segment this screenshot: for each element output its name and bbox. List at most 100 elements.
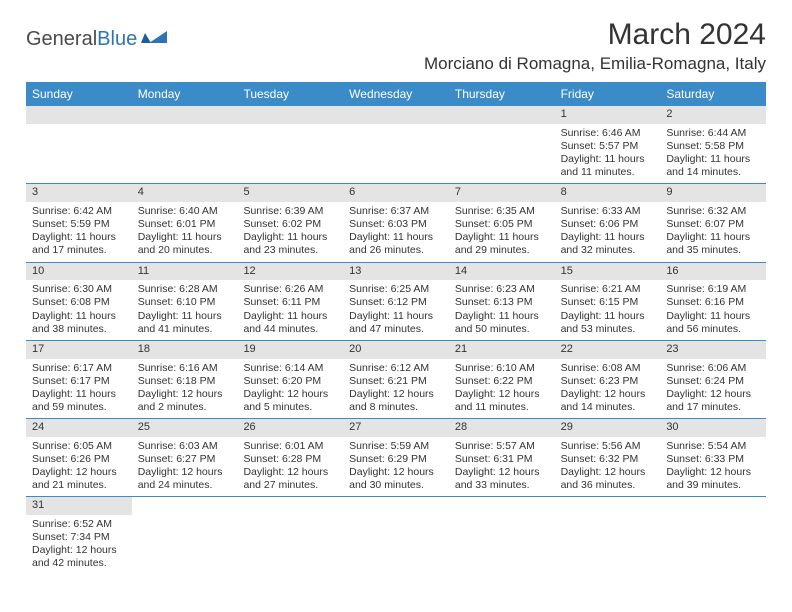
sunrise-text: Sunrise: 5:57 AM bbox=[455, 440, 549, 453]
calendar-week: 24Sunrise: 6:05 AMSunset: 6:26 PMDayligh… bbox=[26, 419, 766, 497]
day-details: Sunrise: 6:21 AMSunset: 6:15 PMDaylight:… bbox=[555, 280, 661, 340]
day-number: 15 bbox=[555, 263, 661, 281]
day-number: 9 bbox=[660, 184, 766, 202]
day-number: 6 bbox=[343, 184, 449, 202]
day-number bbox=[449, 497, 555, 515]
day-details: Sunrise: 6:05 AMSunset: 6:26 PMDaylight:… bbox=[26, 437, 132, 497]
day-number: 25 bbox=[132, 419, 238, 437]
day-details: Sunrise: 6:23 AMSunset: 6:13 PMDaylight:… bbox=[449, 280, 555, 340]
calendar-cell: 29Sunrise: 5:56 AMSunset: 6:32 PMDayligh… bbox=[555, 419, 661, 496]
calendar-cell: 30Sunrise: 5:54 AMSunset: 6:33 PMDayligh… bbox=[660, 419, 766, 496]
daylight2-text: and 11 minutes. bbox=[455, 401, 549, 414]
day-number: 11 bbox=[132, 263, 238, 281]
calendar-cell-empty bbox=[343, 497, 449, 574]
sunrise-text: Sunrise: 6:37 AM bbox=[349, 205, 443, 218]
daylight1-text: Daylight: 11 hours bbox=[32, 388, 126, 401]
daylight1-text: Daylight: 11 hours bbox=[561, 153, 655, 166]
sunrise-text: Sunrise: 6:23 AM bbox=[455, 283, 549, 296]
daylight1-text: Daylight: 11 hours bbox=[138, 310, 232, 323]
calendar-cell: 13Sunrise: 6:25 AMSunset: 6:12 PMDayligh… bbox=[343, 263, 449, 340]
day-header: Saturday bbox=[660, 82, 766, 106]
day-number: 5 bbox=[237, 184, 343, 202]
day-details: Sunrise: 6:44 AMSunset: 5:58 PMDaylight:… bbox=[660, 124, 766, 184]
daylight1-text: Daylight: 12 hours bbox=[455, 388, 549, 401]
daylight1-text: Daylight: 12 hours bbox=[138, 388, 232, 401]
sunrise-text: Sunrise: 6:32 AM bbox=[666, 205, 760, 218]
daylight2-text: and 27 minutes. bbox=[243, 479, 337, 492]
sunrise-text: Sunrise: 5:59 AM bbox=[349, 440, 443, 453]
calendar-cell-empty bbox=[660, 497, 766, 574]
logo-text-2: Blue bbox=[97, 28, 137, 51]
daylight2-text: and 5 minutes. bbox=[243, 401, 337, 414]
sunrise-text: Sunrise: 6:19 AM bbox=[666, 283, 760, 296]
daylight2-text: and 56 minutes. bbox=[666, 323, 760, 336]
daylight1-text: Daylight: 12 hours bbox=[561, 466, 655, 479]
sunrise-text: Sunrise: 6:26 AM bbox=[243, 283, 337, 296]
calendar-cell: 9Sunrise: 6:32 AMSunset: 6:07 PMDaylight… bbox=[660, 184, 766, 261]
calendar-cell: 31Sunrise: 6:52 AMSunset: 7:34 PMDayligh… bbox=[26, 497, 132, 574]
day-number: 19 bbox=[237, 341, 343, 359]
sunrise-text: Sunrise: 6:25 AM bbox=[349, 283, 443, 296]
sunset-text: Sunset: 6:22 PM bbox=[455, 375, 549, 388]
calendar-cell: 14Sunrise: 6:23 AMSunset: 6:13 PMDayligh… bbox=[449, 263, 555, 340]
daylight2-text: and 30 minutes. bbox=[349, 479, 443, 492]
day-number: 29 bbox=[555, 419, 661, 437]
sunset-text: Sunset: 6:06 PM bbox=[561, 218, 655, 231]
daylight1-text: Daylight: 11 hours bbox=[666, 153, 760, 166]
day-number bbox=[555, 497, 661, 515]
daylight2-text: and 2 minutes. bbox=[138, 401, 232, 414]
day-number: 2 bbox=[660, 106, 766, 124]
sunrise-text: Sunrise: 6:17 AM bbox=[32, 362, 126, 375]
daylight1-text: Daylight: 11 hours bbox=[349, 231, 443, 244]
daylight1-text: Daylight: 12 hours bbox=[138, 466, 232, 479]
sunset-text: Sunset: 6:15 PM bbox=[561, 296, 655, 309]
calendar-cell-empty bbox=[26, 106, 132, 183]
sunset-text: Sunset: 6:20 PM bbox=[243, 375, 337, 388]
day-details: Sunrise: 6:46 AMSunset: 5:57 PMDaylight:… bbox=[555, 124, 661, 184]
sunset-text: Sunset: 6:02 PM bbox=[243, 218, 337, 231]
daylight2-text: and 26 minutes. bbox=[349, 244, 443, 257]
calendar-cell: 21Sunrise: 6:10 AMSunset: 6:22 PMDayligh… bbox=[449, 341, 555, 418]
daylight2-text: and 41 minutes. bbox=[138, 323, 232, 336]
daylight1-text: Daylight: 11 hours bbox=[666, 231, 760, 244]
calendar-cell: 20Sunrise: 6:12 AMSunset: 6:21 PMDayligh… bbox=[343, 341, 449, 418]
day-number: 30 bbox=[660, 419, 766, 437]
daylight2-text: and 17 minutes. bbox=[32, 244, 126, 257]
daylight2-text: and 36 minutes. bbox=[561, 479, 655, 492]
calendar-cell-empty bbox=[343, 106, 449, 183]
sunset-text: Sunset: 6:01 PM bbox=[138, 218, 232, 231]
sunrise-text: Sunrise: 6:03 AM bbox=[138, 440, 232, 453]
day-number bbox=[343, 497, 449, 515]
day-number bbox=[26, 106, 132, 124]
sunrise-text: Sunrise: 6:08 AM bbox=[561, 362, 655, 375]
sunset-text: Sunset: 5:58 PM bbox=[666, 140, 760, 153]
calendar-cell: 4Sunrise: 6:40 AMSunset: 6:01 PMDaylight… bbox=[132, 184, 238, 261]
daylight2-text: and 42 minutes. bbox=[32, 557, 126, 570]
sunset-text: Sunset: 6:28 PM bbox=[243, 453, 337, 466]
day-details: Sunrise: 6:12 AMSunset: 6:21 PMDaylight:… bbox=[343, 359, 449, 419]
sunrise-text: Sunrise: 5:56 AM bbox=[561, 440, 655, 453]
calendar-cell: 25Sunrise: 6:03 AMSunset: 6:27 PMDayligh… bbox=[132, 419, 238, 496]
day-details: Sunrise: 6:16 AMSunset: 6:18 PMDaylight:… bbox=[132, 359, 238, 419]
day-number: 8 bbox=[555, 184, 661, 202]
calendar-cell: 15Sunrise: 6:21 AMSunset: 6:15 PMDayligh… bbox=[555, 263, 661, 340]
day-number: 13 bbox=[343, 263, 449, 281]
sunset-text: Sunset: 6:08 PM bbox=[32, 296, 126, 309]
day-number: 12 bbox=[237, 263, 343, 281]
daylight1-text: Daylight: 12 hours bbox=[243, 388, 337, 401]
calendar-week: 3Sunrise: 6:42 AMSunset: 5:59 PMDaylight… bbox=[26, 184, 766, 262]
day-details: Sunrise: 6:17 AMSunset: 6:17 PMDaylight:… bbox=[26, 359, 132, 419]
calendar-cell: 26Sunrise: 6:01 AMSunset: 6:28 PMDayligh… bbox=[237, 419, 343, 496]
daylight1-text: Daylight: 11 hours bbox=[349, 310, 443, 323]
day-details: Sunrise: 6:06 AMSunset: 6:24 PMDaylight:… bbox=[660, 359, 766, 419]
day-details: Sunrise: 6:28 AMSunset: 6:10 PMDaylight:… bbox=[132, 280, 238, 340]
location-subtitle: Morciano di Romagna, Emilia-Romagna, Ita… bbox=[424, 54, 766, 74]
sunset-text: Sunset: 6:03 PM bbox=[349, 218, 443, 231]
calendar-cell: 17Sunrise: 6:17 AMSunset: 6:17 PMDayligh… bbox=[26, 341, 132, 418]
day-header: Tuesday bbox=[237, 82, 343, 106]
daylight2-text: and 14 minutes. bbox=[666, 166, 760, 179]
daylight1-text: Daylight: 12 hours bbox=[349, 466, 443, 479]
calendar-cell: 23Sunrise: 6:06 AMSunset: 6:24 PMDayligh… bbox=[660, 341, 766, 418]
day-number: 21 bbox=[449, 341, 555, 359]
calendar-cell: 2Sunrise: 6:44 AMSunset: 5:58 PMDaylight… bbox=[660, 106, 766, 183]
